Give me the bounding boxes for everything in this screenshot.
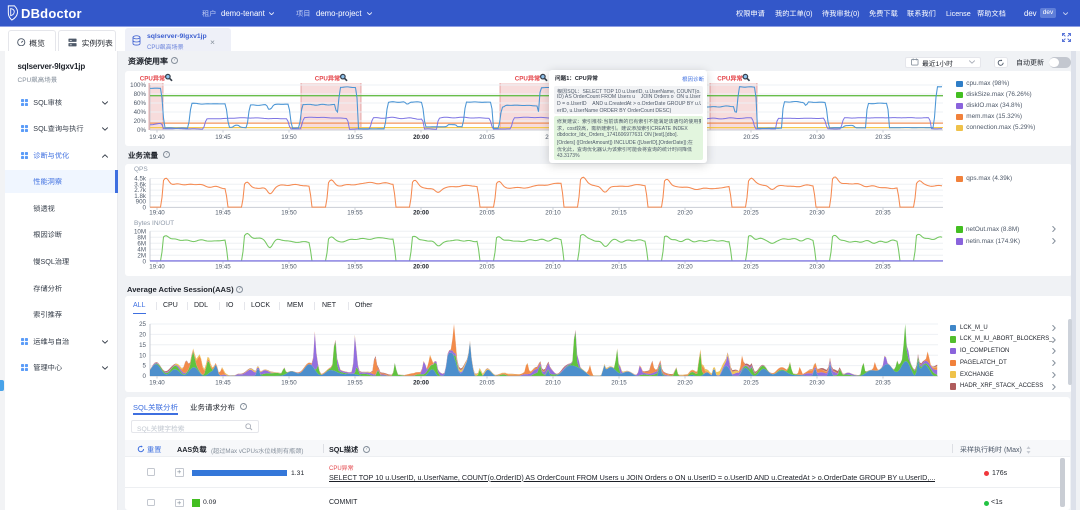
svg-text:19:55: 19:55 <box>347 210 363 217</box>
svg-text:80%: 80% <box>134 91 147 98</box>
svg-text:20:00: 20:00 <box>413 134 429 141</box>
svg-text:CPU异常: CPU异常 <box>315 74 340 82</box>
svg-text:20:05: 20:05 <box>479 134 495 141</box>
svg-text:20:05: 20:05 <box>479 264 495 271</box>
svg-text:Bytes IN/OUT: Bytes IN/OUT <box>134 220 174 227</box>
svg-text:20:25: 20:25 <box>743 210 759 217</box>
svg-text:0%: 0% <box>137 127 146 134</box>
svg-text:20:30: 20:30 <box>809 264 825 271</box>
svg-text:20:10: 20:10 <box>545 210 561 217</box>
svg-text:20:00: 20:00 <box>413 264 429 271</box>
svg-text:CPU异常: CPU异常 <box>717 74 742 82</box>
svg-text:8M: 8M <box>137 234 146 241</box>
svg-text:10M: 10M <box>134 228 146 235</box>
svg-text:19:45: 19:45 <box>215 380 231 387</box>
svg-text:20:10: 20:10 <box>545 264 561 271</box>
svg-text:19:45: 19:45 <box>215 264 231 271</box>
svg-text:0: 0 <box>143 373 147 380</box>
svg-text:20:35: 20:35 <box>875 380 891 387</box>
svg-text:20:05: 20:05 <box>479 380 495 387</box>
svg-text:19:40: 19:40 <box>149 264 165 271</box>
svg-text:19:45: 19:45 <box>215 210 231 217</box>
svg-text:20:00: 20:00 <box>413 210 429 217</box>
svg-text:15: 15 <box>139 342 146 349</box>
svg-text:19:50: 19:50 <box>281 210 297 217</box>
svg-text:20: 20 <box>139 332 146 339</box>
svg-text:20:05: 20:05 <box>479 210 495 217</box>
svg-text:4M: 4M <box>137 246 146 253</box>
svg-text:2M: 2M <box>137 252 146 259</box>
svg-text:20:35: 20:35 <box>875 210 891 217</box>
svg-text:20:20: 20:20 <box>677 264 693 271</box>
svg-text:20:25: 20:25 <box>743 134 759 141</box>
svg-text:20:30: 20:30 <box>809 380 825 387</box>
svg-text:4.5k: 4.5k <box>134 176 147 183</box>
svg-text:20:20: 20:20 <box>677 380 693 387</box>
svg-text:19:55: 19:55 <box>347 264 363 271</box>
svg-text:19:50: 19:50 <box>281 380 297 387</box>
svg-text:CPU异常: CPU异常 <box>515 74 540 82</box>
svg-text:0: 0 <box>143 258 147 265</box>
svg-text:19:50: 19:50 <box>281 134 297 141</box>
svg-text:40%: 40% <box>134 109 147 116</box>
svg-text:60%: 60% <box>134 100 147 107</box>
svg-text:3.6k: 3.6k <box>134 181 147 188</box>
svg-text:20:35: 20:35 <box>875 264 891 271</box>
svg-text:100%: 100% <box>130 82 146 89</box>
svg-text:QPS: QPS <box>134 166 148 173</box>
svg-text:CPU异常: CPU异常 <box>140 74 165 82</box>
svg-text:900: 900 <box>136 199 147 206</box>
svg-text:19:55: 19:55 <box>347 380 363 387</box>
svg-text:19:40: 19:40 <box>149 380 165 387</box>
svg-text:19:40: 19:40 <box>149 210 165 217</box>
svg-text:20:15: 20:15 <box>611 264 627 271</box>
svg-text:1.8k: 1.8k <box>134 193 147 200</box>
svg-text:20%: 20% <box>134 118 147 125</box>
svg-text:10: 10 <box>139 352 146 359</box>
svg-text:25: 25 <box>139 321 146 328</box>
svg-text:19:50: 19:50 <box>281 264 297 271</box>
svg-text:2.7k: 2.7k <box>134 187 147 194</box>
svg-text:0: 0 <box>143 205 147 212</box>
svg-text:20:15: 20:15 <box>611 380 627 387</box>
svg-text:19:45: 19:45 <box>215 134 231 141</box>
svg-text:20:35: 20:35 <box>875 134 891 141</box>
svg-text:5: 5 <box>143 363 147 370</box>
svg-text:20:30: 20:30 <box>809 134 825 141</box>
svg-text:20:20: 20:20 <box>677 210 693 217</box>
svg-text:20:15: 20:15 <box>611 210 627 217</box>
svg-text:20:25: 20:25 <box>743 380 759 387</box>
svg-text:19:55: 19:55 <box>347 134 363 141</box>
svg-text:20:10: 20:10 <box>545 380 561 387</box>
svg-text:20:30: 20:30 <box>809 210 825 217</box>
svg-text:20:25: 20:25 <box>743 264 759 271</box>
svg-text:19:40: 19:40 <box>149 134 165 141</box>
svg-text:20:00: 20:00 <box>413 380 429 387</box>
svg-text:6M: 6M <box>137 240 146 247</box>
